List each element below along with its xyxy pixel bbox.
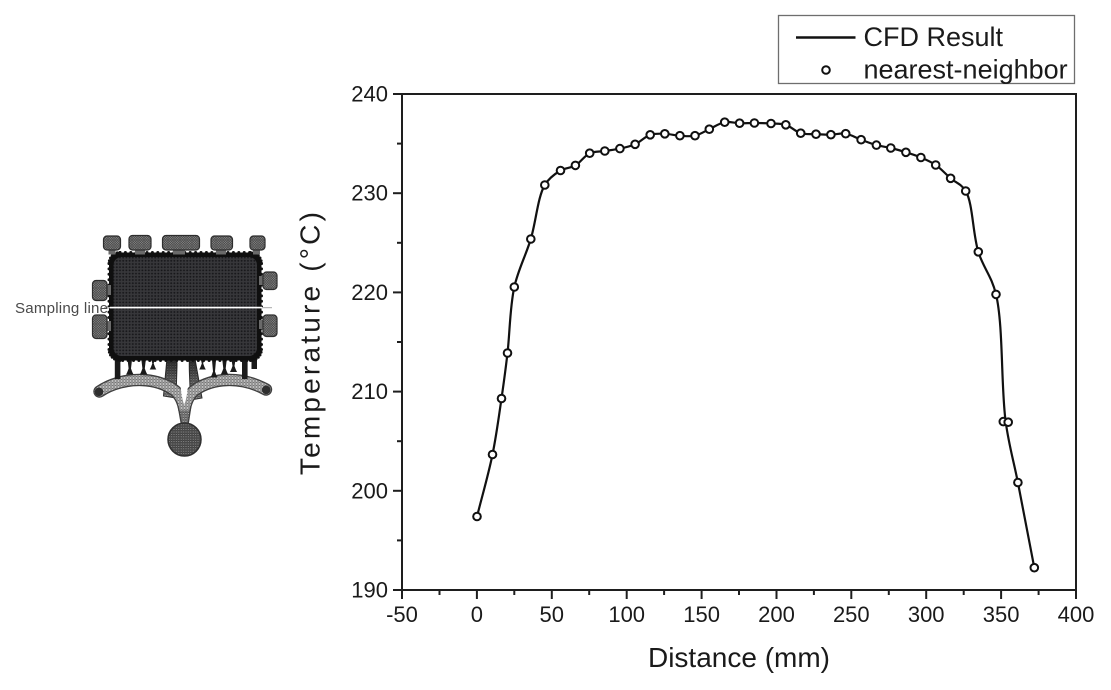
svg-text:220: 220 <box>351 280 388 305</box>
svg-text:0: 0 <box>471 602 483 627</box>
svg-text:Distance (mm): Distance (mm) <box>648 642 830 673</box>
svg-text:350: 350 <box>983 602 1020 627</box>
svg-text:400: 400 <box>1058 602 1095 627</box>
svg-text:210: 210 <box>351 379 388 404</box>
svg-text:230: 230 <box>351 181 388 206</box>
svg-text:50: 50 <box>540 602 564 627</box>
svg-text:200: 200 <box>351 478 388 503</box>
svg-text:300: 300 <box>908 602 945 627</box>
svg-text:150: 150 <box>683 602 720 627</box>
svg-text:200: 200 <box>758 602 795 627</box>
svg-text:100: 100 <box>608 602 645 627</box>
svg-text:-50: -50 <box>386 602 418 627</box>
svg-text:Temperature (°C): Temperature (°C) <box>295 209 326 475</box>
svg-text:250: 250 <box>833 602 870 627</box>
svg-text:Sampling line: Sampling line <box>15 300 108 317</box>
svg-text:CFD Result: CFD Result <box>864 22 1004 52</box>
svg-text:190: 190 <box>351 578 388 603</box>
svg-text:nearest-neighbor: nearest-neighbor <box>864 55 1068 85</box>
svg-text:240: 240 <box>351 82 388 107</box>
